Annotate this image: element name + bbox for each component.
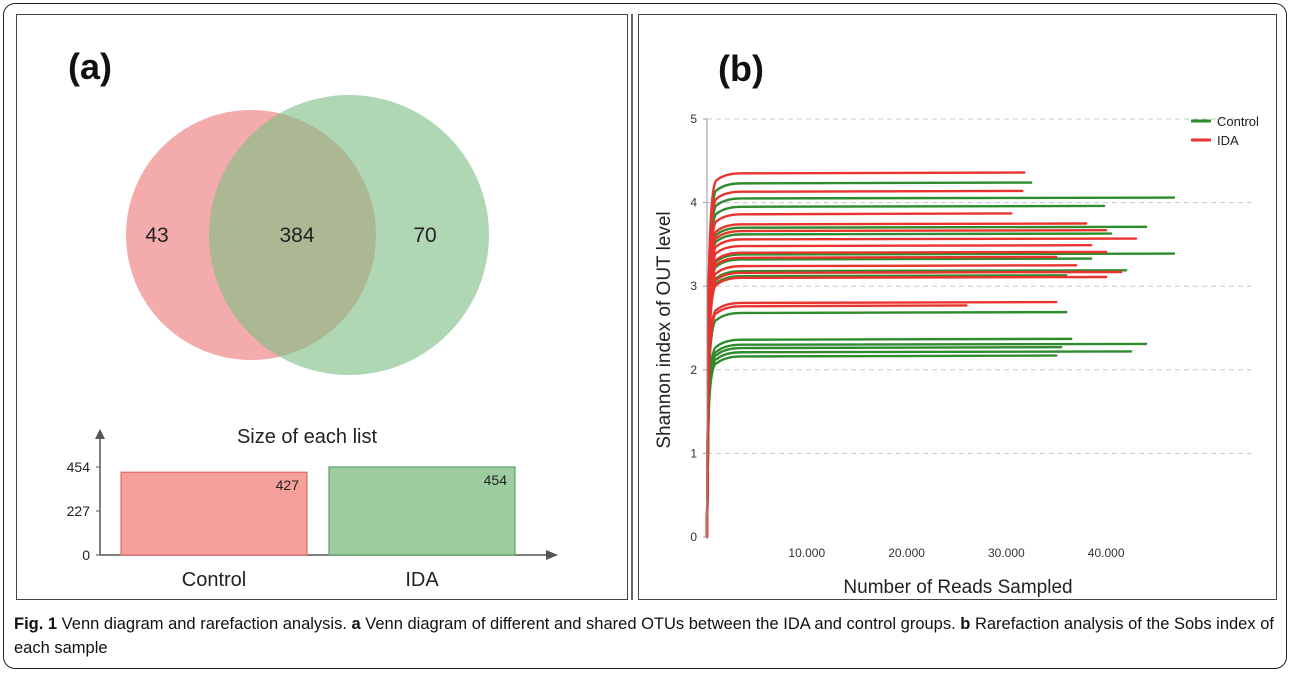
rarefaction-y-label: Shannon index of OUT level — [654, 211, 675, 448]
bar-category-label: IDA — [405, 569, 439, 591]
caption-title: Venn diagram and rarefaction analysis. — [57, 615, 352, 633]
bar-value-label: 454 — [484, 472, 508, 488]
caption-b-label: b — [960, 615, 971, 633]
rarefaction-curve-control — [705, 257, 1093, 539]
venn-diagram: 43 384 70 — [126, 95, 489, 375]
bar-y-tick-label: 0 — [82, 547, 90, 563]
bar-control — [120, 471, 308, 556]
y-tick-label: 4 — [690, 196, 697, 210]
bar-value-label: 427 — [276, 477, 300, 493]
y-tick-label: 2 — [690, 363, 697, 377]
rarefaction-curve-control — [705, 342, 1148, 539]
rarefaction-curve-control — [705, 204, 1106, 539]
panel-b-canvas: (b) 0 1 2 3 4 5 10.000 20.000 30.000 40.000 Numb… — [654, 48, 1259, 598]
y-tick-label: 3 — [690, 279, 697, 293]
rarefaction-curve-ida — [705, 244, 1093, 539]
rarefaction-curve-control — [705, 232, 1113, 539]
rarefaction-curve-ida — [705, 275, 1108, 539]
panel-a: (a) 43 384 70 Size of each list 454 227 0 4… — [16, 14, 628, 600]
rarefaction-curve-control — [705, 346, 1063, 539]
rarefaction-legend: Control IDA — [1191, 114, 1259, 148]
rarefaction-curve-ida — [705, 255, 1058, 539]
list-size-bar-chart: Size of each list 454 227 0 427 Control 454 ID… — [67, 426, 558, 591]
caption-a-text: Venn diagram of different and shared OTU… — [360, 615, 961, 633]
caption-a-label: a — [351, 615, 361, 633]
legend-label-ida: IDA — [1217, 133, 1239, 148]
rarefaction-x-label: Number of Reads Sampled — [843, 577, 1072, 598]
panel-divider — [631, 14, 633, 600]
rarefaction-y-ticks: 0 1 2 3 4 5 — [690, 112, 707, 544]
venn-left-count: 43 — [145, 224, 168, 247]
rarefaction-curve-control — [705, 252, 1176, 539]
rarefaction-curve-control — [705, 337, 1073, 539]
rarefaction-curve-ida — [705, 304, 968, 539]
rarefaction-curve-control — [705, 274, 1068, 539]
rarefaction-curve-control — [705, 350, 1133, 539]
panel-b: (b) 0 1 2 3 4 5 10.000 20.000 30.000 40.000 Numb… — [638, 14, 1277, 600]
x-tick-label: 30.000 — [988, 546, 1025, 560]
rarefaction-curve-ida — [705, 300, 1058, 539]
figure-caption: Fig. 1 Venn diagram and rarefaction anal… — [14, 612, 1278, 660]
rarefaction-curve-control — [705, 181, 1033, 539]
figure-frame — [3, 3, 1287, 669]
caption-fig-label: Fig. 1 — [14, 615, 58, 633]
y-tick-label: 5 — [690, 112, 697, 126]
bar-chart-title: Size of each list — [237, 426, 378, 448]
rarefaction-curves — [705, 171, 1176, 539]
panel-b-label: (b) — [718, 48, 764, 89]
rarefaction-x-ticks: 10.000 20.000 30.000 40.000 — [788, 546, 1124, 560]
panel-a-label: (a) — [68, 46, 112, 87]
rarefaction-grid — [707, 118, 1251, 454]
rarefaction-curve-control — [705, 354, 1058, 539]
rarefaction-curve-ida — [705, 189, 1024, 539]
bar-category-label: Control — [182, 569, 246, 591]
x-tick-label: 20.000 — [888, 546, 925, 560]
x-tick-label: 40.000 — [1088, 546, 1125, 560]
venn-right-count: 70 — [413, 224, 436, 247]
rarefaction-curve-control — [705, 269, 1128, 539]
venn-circle-ida — [209, 95, 489, 375]
caption-b-text: Rarefaction analysis of the Sobs index o… — [14, 615, 1274, 657]
venn-shared-count: 384 — [279, 224, 314, 247]
bar-x-axis-arrow — [546, 550, 558, 560]
panel-a-canvas: (a) 43 384 70 Size of each list 454 227 0 4… — [67, 46, 558, 591]
bar-y-tick-label: 227 — [67, 503, 91, 519]
legend-label-control: Control — [1217, 114, 1259, 129]
rarefaction-curve-ida — [705, 250, 1108, 539]
bar-ida — [328, 466, 516, 556]
y-tick-label: 1 — [690, 446, 697, 460]
rarefaction-curve-control — [705, 196, 1176, 539]
bar-y-axis-arrow — [95, 429, 105, 439]
rarefaction-curve-ida — [705, 212, 1013, 539]
rarefaction-curve-ida — [705, 237, 1138, 539]
y-tick-label: 0 — [690, 530, 697, 544]
bar-y-tick-label: 454 — [67, 459, 91, 475]
x-tick-label: 10.000 — [788, 546, 825, 560]
